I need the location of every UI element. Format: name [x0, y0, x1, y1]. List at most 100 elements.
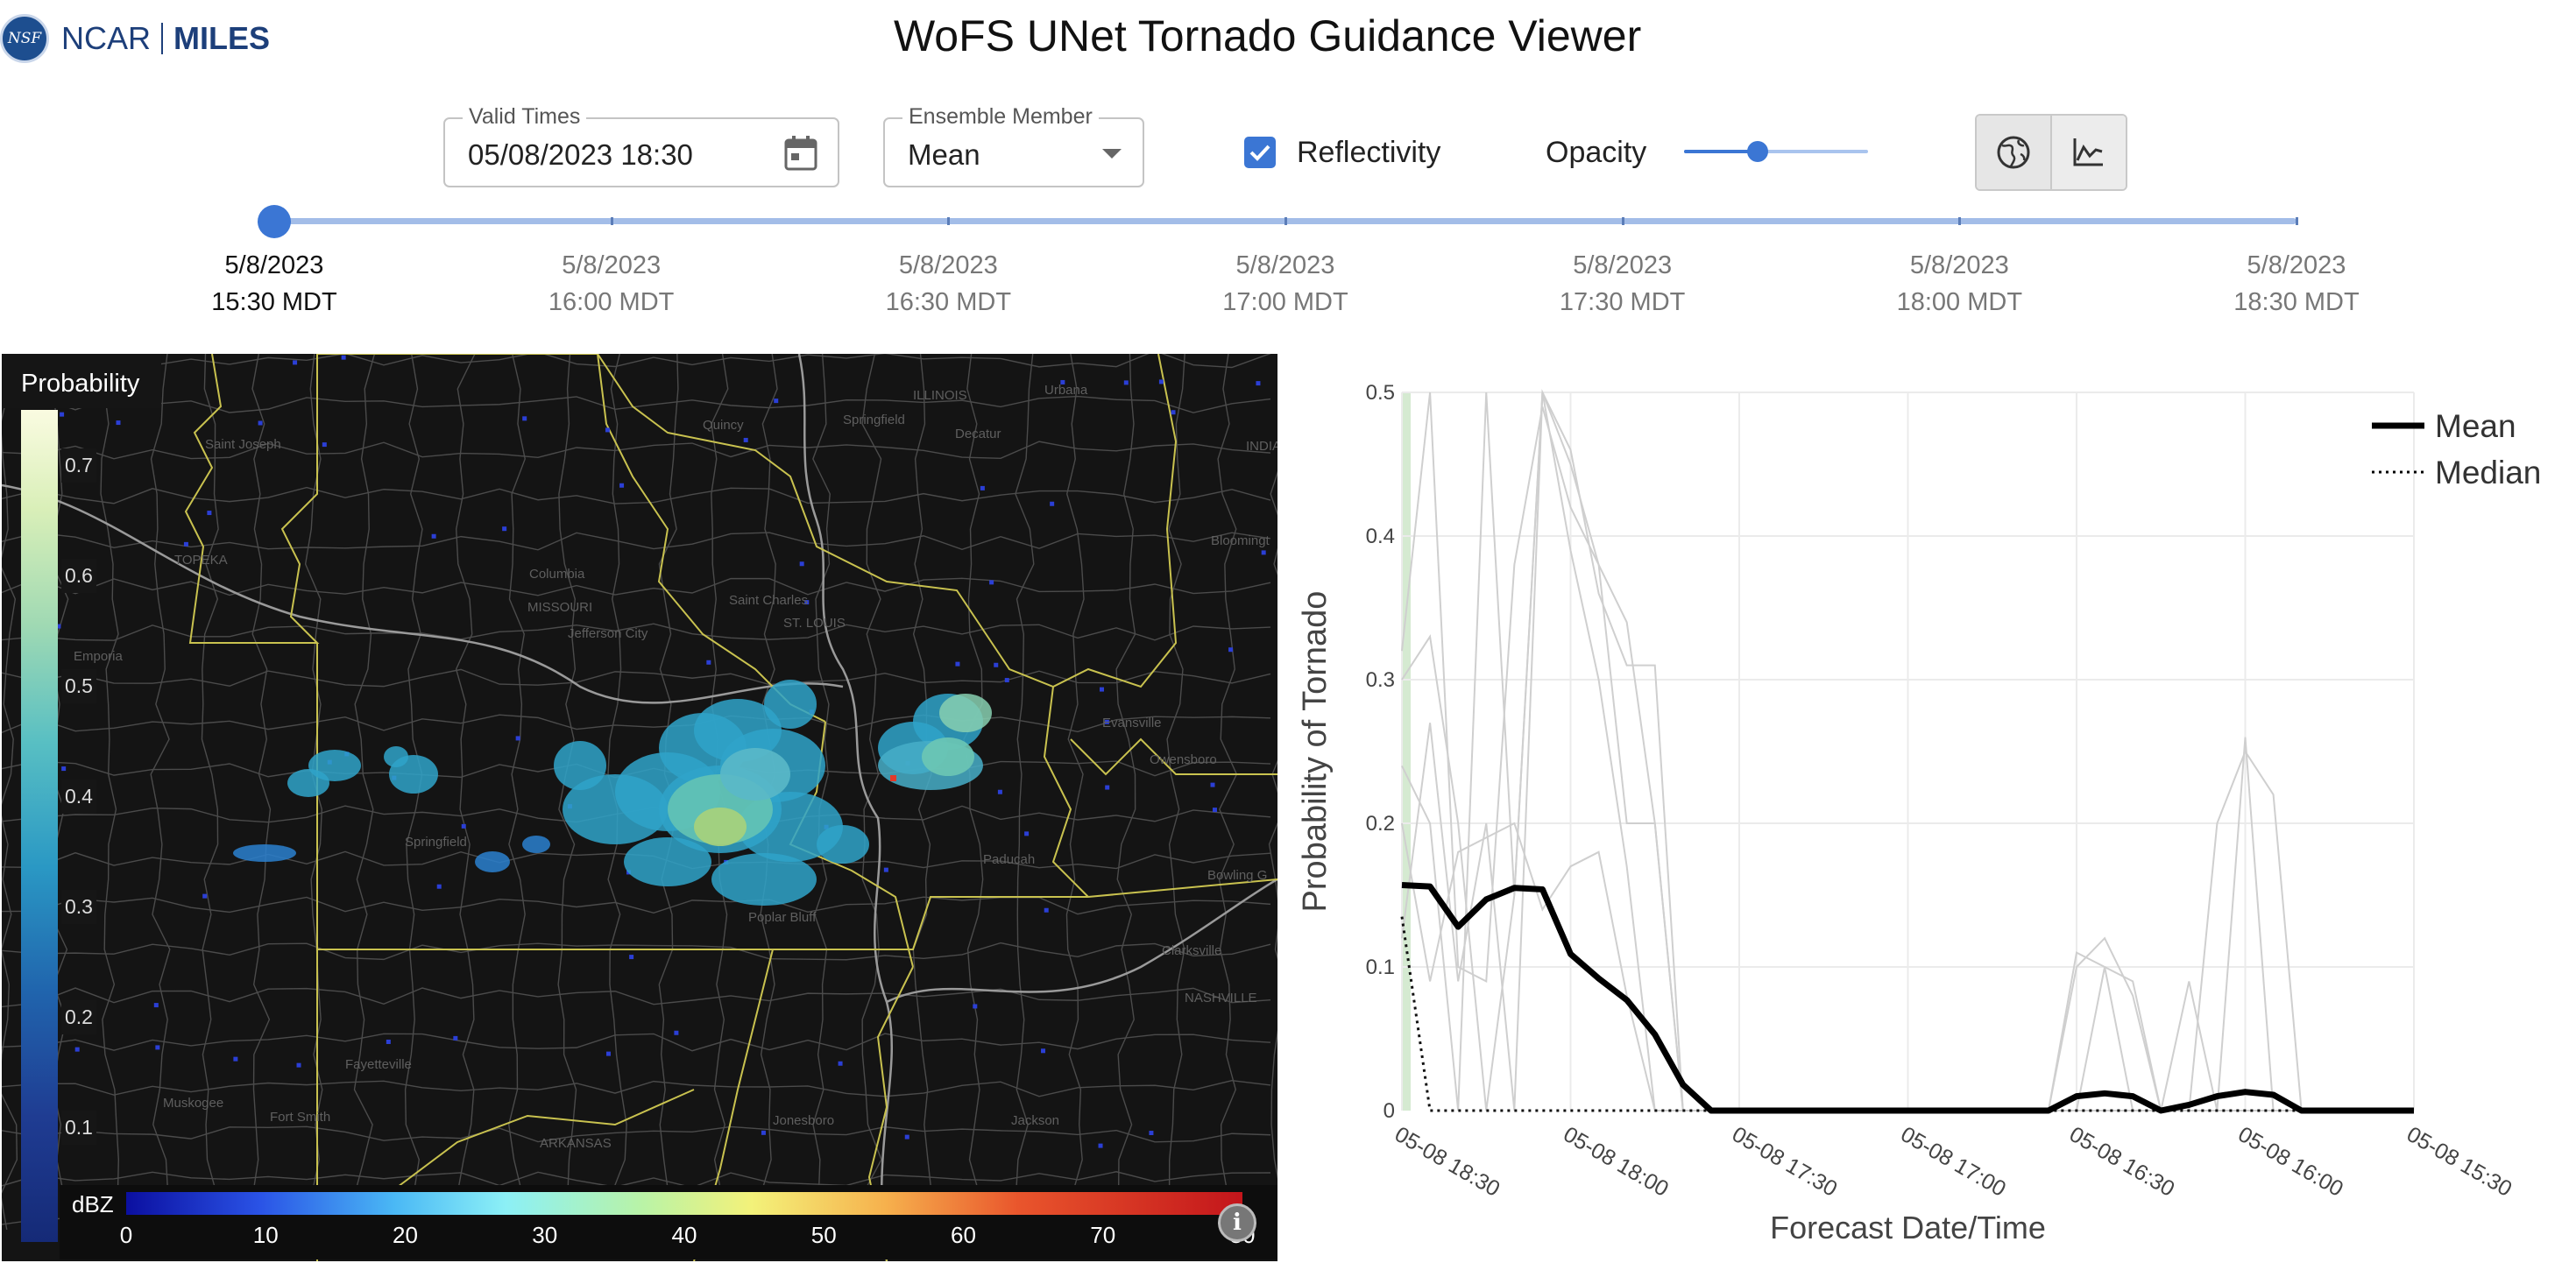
opacity-slider-fill — [1684, 150, 1758, 153]
ensemble-member-select[interactable]: Ensemble Member Mean — [883, 104, 1144, 187]
x-tick-label: 05-08 17:00 — [1897, 1122, 2011, 1202]
probability-map[interactable]: ILLINOIS Urbana Quincy Springfield Decatur Sa… — [2, 354, 1277, 1261]
chart-canvas[interactable]: 0 0.1 0.2 0.3 0.4 0.5 05-08 18:30 05-08 18:00 05… — [1288, 354, 2576, 1270]
time-slider-mark[interactable]: 5/8/2023 17:30 MDT — [1518, 247, 1728, 321]
dbz-colorbar — [126, 1192, 1242, 1215]
chart-view-button[interactable] — [2050, 116, 2126, 189]
place-label: Jonesboro — [773, 1113, 834, 1128]
dbz-tick-label: 10 — [252, 1222, 279, 1248]
calendar-icon[interactable] — [783, 135, 818, 172]
logo-divider — [161, 23, 164, 54]
storm-cells — [233, 680, 992, 906]
place-label: NASHVILLE — [1185, 991, 1257, 1005]
time-slider-tick — [1284, 217, 1287, 225]
nsf-seal-icon: NSF — [0, 14, 49, 63]
place-label: Paducah — [983, 852, 1035, 867]
dbz-tick-label: 30 — [532, 1222, 558, 1248]
valid-times-label: Valid Times — [463, 104, 587, 130]
y-tick-label: 0.2 — [1366, 812, 1395, 836]
time-slider-mark[interactable]: 5/8/2023 17:00 MDT — [1180, 247, 1391, 321]
place-label: Fort Smith — [270, 1110, 330, 1125]
dbz-tick-label: 0 — [119, 1222, 133, 1248]
map-canvas[interactable]: ILLINOIS Urbana Quincy Springfield Decatur Sa… — [2, 354, 1277, 1261]
place-label: Springfield — [843, 413, 905, 427]
probability-chart[interactable]: 0 0.1 0.2 0.3 0.4 0.5 05-08 18:30 05-08 18:00 05… — [1288, 354, 2576, 1270]
place-label: ST. LOUIS — [783, 616, 846, 631]
time-slider-tick — [610, 217, 613, 225]
y-tick-label: 0.5 — [1366, 381, 1395, 405]
time-mark-date: 5/8/2023 — [1573, 251, 1673, 279]
place-label: INDIA — [1246, 439, 1277, 454]
time-mark-date: 5/8/2023 — [562, 251, 662, 279]
chevron-down-icon — [1102, 149, 1122, 159]
legend-label-median[interactable]: Median — [2435, 455, 2541, 490]
time-slider-tick — [947, 217, 951, 225]
place-label: Springfield — [405, 835, 467, 850]
ncar-miles-logo: NSF NCAR MILES — [0, 12, 270, 65]
time-slider-mark[interactable]: 5/8/2023 15:30 MDT — [169, 247, 379, 321]
place-label: Saint Joseph — [205, 437, 281, 452]
x-tick-label: 05-08 17:30 — [1728, 1122, 1842, 1202]
info-icon[interactable]: i — [1218, 1203, 1256, 1242]
map-view-button[interactable] — [1977, 116, 2050, 189]
logo-ncar-text: NCAR — [61, 20, 152, 56]
valid-times-value[interactable]: 05/08/2023 18:30 — [468, 138, 693, 171]
probability-tick-label: 0.2 — [61, 1000, 96, 1034]
place-label: Quincy — [703, 418, 744, 433]
probability-tick-label: 0.4 — [61, 780, 96, 814]
probability-tick-label: 0.1 — [61, 1111, 96, 1145]
place-label: Owensboro — [1150, 752, 1217, 767]
place-label: Decatur — [955, 427, 1001, 441]
valid-times-picker[interactable]: Valid Times 05/08/2023 18:30 — [443, 104, 839, 187]
rivers — [2, 354, 1277, 1261]
x-tick-label: 05-08 18:00 — [1560, 1122, 1674, 1202]
dbz-tick-label: 40 — [671, 1222, 697, 1248]
time-slider-thumb[interactable] — [258, 205, 291, 238]
probability-tick-label: 0.7 — [61, 448, 96, 483]
time-mark-date: 5/8/2023 — [898, 251, 998, 279]
place-label: Columbia — [529, 567, 585, 582]
reflectivity-checkbox[interactable] — [1244, 137, 1276, 168]
place-labels: ILLINOIS Urbana Quincy Springfield Decatur Sa… — [74, 383, 1277, 1249]
y-tick-label: 0.1 — [1366, 956, 1395, 979]
ensemble-member-label: Ensemble Member — [902, 104, 1099, 130]
globe-icon — [1997, 136, 2030, 169]
x-tick-label: 05-08 15:30 — [2403, 1122, 2516, 1202]
place-label: Poplar Bluff — [748, 910, 817, 925]
opacity-slider[interactable] — [1684, 141, 1868, 162]
y-tick-label: 0.3 — [1366, 668, 1395, 692]
probability-colorbar — [21, 410, 58, 1242]
time-slider-tick — [1958, 217, 1962, 225]
y-tick-label: 0.4 — [1366, 525, 1395, 548]
time-slider-mark[interactable]: 5/8/2023 18:00 MDT — [1854, 247, 2064, 321]
place-label: Jefferson City — [568, 626, 648, 641]
legend-label-mean[interactable]: Mean — [2435, 408, 2516, 444]
opacity-label: Opacity — [1546, 136, 1647, 169]
time-mark-time: 16:30 MDT — [885, 288, 1012, 316]
place-label: Evansville — [1102, 716, 1162, 730]
probability-legend-title: Probability — [2, 354, 161, 408]
time-slider-mark[interactable]: 5/8/2023 16:30 MDT — [843, 247, 1053, 321]
time-mark-time: 18:30 MDT — [2233, 288, 2360, 316]
time-slider-tick — [1621, 217, 1624, 225]
time-slider-track[interactable] — [274, 217, 2298, 225]
time-mark-date: 5/8/2023 — [2247, 251, 2346, 279]
time-slider-mark[interactable]: 5/8/2023 16:00 MDT — [506, 247, 717, 321]
place-label: MISSOURI — [527, 600, 592, 615]
time-mark-date: 5/8/2023 — [1909, 251, 2009, 279]
reflectivity-label[interactable]: Reflectivity — [1297, 136, 1441, 169]
place-label: Jackson — [1011, 1113, 1059, 1128]
y-tick-label: 0 — [1384, 1099, 1395, 1123]
place-label: TOPEKA — [174, 553, 228, 568]
dbz-tick-label: 60 — [951, 1222, 976, 1248]
x-tick-label: 05-08 18:30 — [1391, 1122, 1504, 1202]
place-label: ILLINOIS — [913, 388, 967, 403]
page-title: WoFS UNet Tornado Guidance Viewer — [894, 11, 1642, 60]
time-slider-mark[interactable]: 5/8/2023 18:30 MDT — [2191, 247, 2402, 321]
opacity-slider-thumb[interactable] — [1747, 141, 1768, 162]
y-axis-title: Probability of Tornado — [1297, 591, 1334, 913]
mean-line[interactable] — [1401, 882, 2414, 1114]
probability-tick-label: 0.5 — [61, 669, 96, 703]
time-mark-time: 17:00 MDT — [1222, 288, 1348, 316]
